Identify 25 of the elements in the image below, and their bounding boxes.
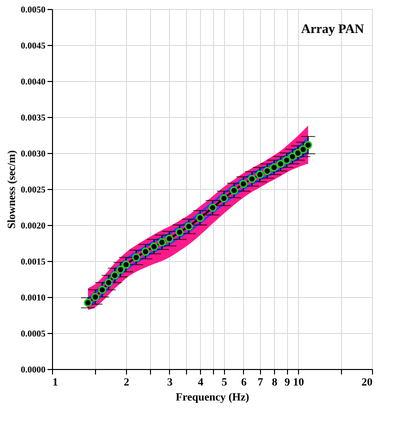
y-tick-label: 0.0000 (20, 364, 46, 374)
x-tick-label: 1 (52, 376, 58, 388)
y-tick-label: 0.0020 (20, 220, 46, 230)
x-tick-label: 3 (167, 376, 174, 388)
y-tick-label: 0.0005 (20, 328, 46, 338)
annotation: Array PAN (301, 21, 365, 36)
x-tick-label: 20 (362, 376, 373, 388)
x-tick-label: 7 (258, 376, 264, 388)
y-tick-label: 0.0045 (20, 40, 46, 50)
y-tick-label: 0.0050 (20, 4, 46, 14)
y-tick-label: 0.0015 (20, 256, 46, 266)
x-tick-label: 10 (292, 376, 304, 388)
x-tick-label: 6 (241, 376, 248, 388)
x-tick-label: 8 (272, 376, 278, 388)
x-tick-label: 9 (284, 376, 290, 388)
y-tick-label: 0.0010 (20, 292, 46, 302)
x-tick-label: 4 (198, 376, 204, 388)
y-tick-label: 0.0030 (20, 148, 46, 158)
y-tick-label: 0.0035 (20, 112, 46, 122)
x-tick-label: 5 (222, 376, 228, 388)
x-axis-title: Frequency (Hz) (176, 392, 250, 404)
y-axis-title: Slowness (sec/m) (6, 150, 18, 229)
y-tick-label: 0.0025 (20, 184, 46, 194)
y-tick-label: 0.0040 (20, 76, 46, 86)
x-tick-label: 2 (124, 376, 130, 388)
